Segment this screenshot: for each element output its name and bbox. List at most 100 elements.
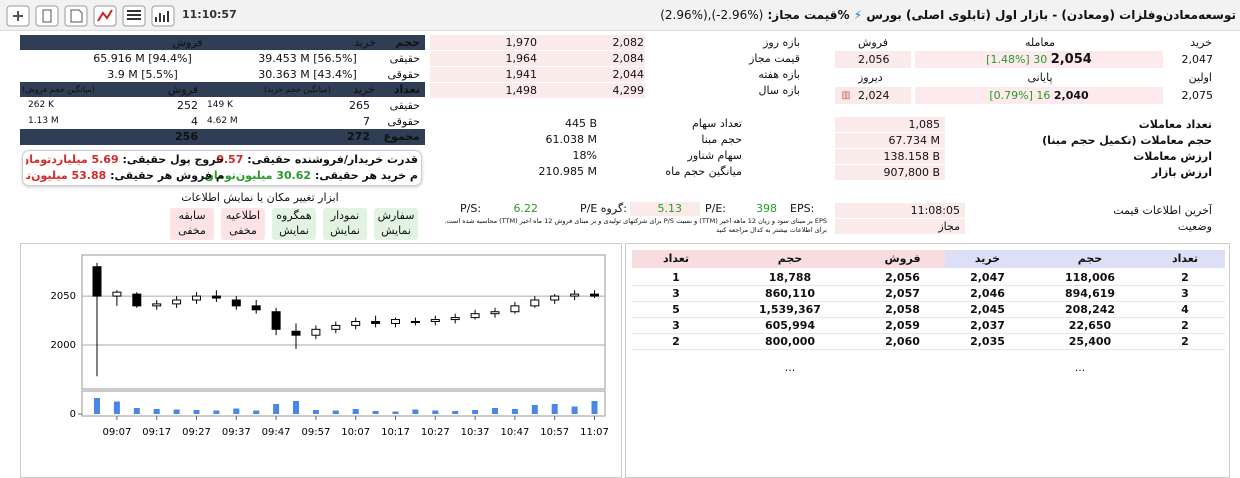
ob-more: ... xyxy=(784,361,796,374)
trade-bg xyxy=(835,133,945,148)
status-label: وضعیت xyxy=(1177,220,1212,233)
info-value: 210.985 M xyxy=(538,165,597,178)
x-tick-label: 09:07 xyxy=(102,427,131,438)
quote-header: فروش xyxy=(858,36,889,49)
range-high: 2,084 xyxy=(612,52,645,65)
volume-bar xyxy=(253,410,260,414)
row-label: حقیقی xyxy=(389,52,420,65)
col-header: خرید xyxy=(353,83,375,96)
y-tick-label: 2000 xyxy=(51,340,76,351)
quote-header: دیروز xyxy=(858,71,883,84)
ob-cell: 22,650 xyxy=(1068,319,1112,332)
ob-cell: 2,046 xyxy=(970,287,1005,300)
summary-value: 5.69 میلیاردتومان xyxy=(26,153,119,166)
candle-body xyxy=(391,319,400,324)
ob-header: فروش xyxy=(884,252,921,265)
range-low: 1,498 xyxy=(505,84,538,97)
tool-button[interactable] xyxy=(170,208,214,240)
volume-bar xyxy=(173,409,180,414)
ob-header: تعداد xyxy=(1171,252,1199,265)
ob-row-line xyxy=(632,349,1225,350)
ob-row-line xyxy=(632,285,1225,286)
ratio-label: P/E گروه: xyxy=(580,202,627,215)
quote-right: 2,047 xyxy=(1181,53,1214,66)
col-header: تعداد xyxy=(393,83,420,96)
x-tick-label: 10:07 xyxy=(341,427,370,438)
volume-bar xyxy=(273,404,280,414)
tool-button[interactable] xyxy=(221,208,265,240)
x-tick-label: 10:37 xyxy=(461,427,490,438)
col-header: حجم xyxy=(395,36,420,49)
pe-bg xyxy=(630,202,700,216)
clock: 11:10:57 xyxy=(182,8,237,21)
candle-body xyxy=(291,330,301,336)
ob-cell: 18,788 xyxy=(768,271,812,284)
summary-label: م فروش هر حقیقی: xyxy=(110,169,224,182)
ob-more: ... xyxy=(1074,361,1086,374)
col-header: فروش xyxy=(172,36,203,49)
summary-label: م خرید هر حقیقی: xyxy=(314,169,418,182)
trade-bg xyxy=(835,117,945,132)
col-header: (میانگین حجم فروش) xyxy=(22,85,95,94)
quote-change: [1.48%] xyxy=(986,53,1030,66)
info-label: میانگین حجم ماه xyxy=(665,165,742,178)
candle-body xyxy=(590,293,599,297)
allowed-value: (2.96%),(-2.96%) xyxy=(660,8,764,22)
x-tick-label: 09:17 xyxy=(142,427,171,438)
quote-price: 2,054 xyxy=(1050,52,1092,67)
header-row xyxy=(20,82,425,97)
volume-bar xyxy=(392,411,399,414)
tool-button[interactable] xyxy=(374,208,418,240)
ob-cell: 5 xyxy=(672,303,680,316)
volume-bar xyxy=(94,398,100,414)
range-bg xyxy=(430,35,645,50)
info-label: حجم مبنا xyxy=(701,133,742,146)
quote-left-bg xyxy=(835,51,911,68)
ob-cell: 2,056 xyxy=(885,271,920,284)
candle-body xyxy=(490,311,500,315)
tool-button[interactable] xyxy=(323,208,367,240)
ob-cell: 2,058 xyxy=(885,303,920,316)
candle-body xyxy=(331,324,341,330)
summary-label: قدرت خریدار/فروشنده حقیقی: xyxy=(247,153,418,166)
info-value: 445 B xyxy=(564,117,597,130)
tool-name: سابقه xyxy=(178,209,206,222)
allowed-label: %قیمت مجاز: xyxy=(767,8,850,22)
range-high: 4,299 xyxy=(612,84,645,97)
ratio-note: EPS بر مبنای سود و زیان 12 ماهه اخیر (TT… xyxy=(444,217,827,234)
tool-button[interactable] xyxy=(272,208,316,240)
volume-bar xyxy=(531,405,538,414)
ob-cell: 4 xyxy=(1181,303,1189,316)
plot-frame xyxy=(81,254,606,390)
symbol-header: توسعه‌معادن‌وفلزات (ومعادن) - بازار اول … xyxy=(560,4,1236,26)
volume-bar xyxy=(113,401,120,414)
cell: 30.363 M [43.4%] xyxy=(258,68,357,81)
ob-cell: 3 xyxy=(672,287,680,300)
tool-state: نمایش xyxy=(279,224,309,237)
ob-cell: 2,047 xyxy=(970,271,1005,284)
x-tick-label: 09:37 xyxy=(222,427,251,438)
range-low: 1,941 xyxy=(505,68,538,81)
ob-cell: 2 xyxy=(1181,335,1189,348)
ob-cell: 2,037 xyxy=(970,319,1005,332)
x-tick-label: 09:27 xyxy=(182,427,211,438)
x-tick-label: 10:47 xyxy=(500,427,529,438)
total-cell: 272 xyxy=(347,130,370,143)
cell: 265 xyxy=(349,99,370,112)
tool-name: سفارش xyxy=(377,209,415,222)
range-bg xyxy=(430,51,645,66)
summary-box xyxy=(22,150,422,186)
ob-cell: 860,110 xyxy=(764,287,816,300)
candle-body xyxy=(371,321,381,324)
ob-header: حجم xyxy=(777,252,803,265)
trade-value: 907,800 B xyxy=(883,166,940,179)
ratio-label: P/E: xyxy=(705,202,726,215)
status-label: آخرین اطلاعات قیمت xyxy=(1113,204,1212,217)
candle-body xyxy=(152,303,162,307)
volume-bar xyxy=(133,408,140,414)
trade-bg xyxy=(835,149,945,164)
volume-frame xyxy=(81,390,606,417)
volume-bar xyxy=(432,410,439,414)
ob-cell: 1,539,367 xyxy=(759,303,821,316)
